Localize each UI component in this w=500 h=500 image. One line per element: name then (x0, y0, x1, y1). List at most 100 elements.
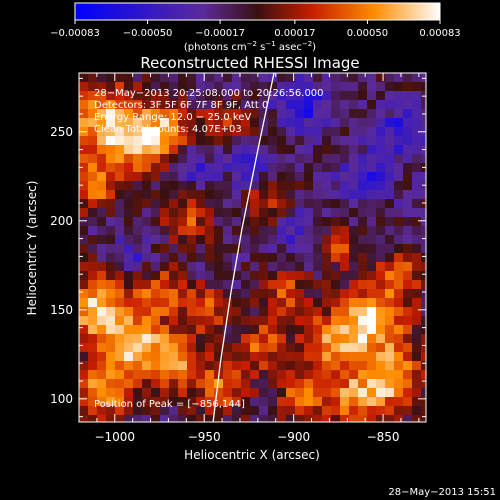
heatmap-pixel (106, 352, 116, 362)
heatmap-pixel (232, 172, 242, 182)
heatmap-pixel (232, 73, 242, 83)
heatmap-pixel (412, 217, 422, 227)
heatmap-pixel (250, 172, 260, 182)
heatmap-pixel (421, 307, 426, 317)
heatmap-pixel (286, 100, 296, 110)
heatmap-pixel (250, 388, 260, 398)
heatmap-pixel (223, 109, 233, 119)
heatmap-pixel (205, 208, 215, 218)
heatmap-pixel (331, 226, 341, 236)
heatmap-pixel (277, 361, 287, 371)
heatmap-pixel (295, 91, 305, 101)
heatmap-pixel (295, 262, 305, 272)
heatmap-pixel (205, 361, 215, 371)
heatmap-pixel (205, 235, 215, 245)
heatmap-pixel (142, 181, 152, 191)
heatmap-pixel (115, 352, 125, 362)
observation-info: 28−May−2013 20:25:08.000 to 20:26:56.000… (94, 88, 324, 135)
heatmap-pixel (115, 127, 125, 137)
heatmap-pixel (115, 316, 125, 326)
heatmap-pixel (79, 172, 89, 182)
heatmap-pixel (187, 343, 197, 353)
heatmap-pixel (376, 172, 386, 182)
heatmap-pixel (142, 307, 152, 317)
heatmap-pixel (196, 370, 206, 380)
heatmap-pixel (79, 307, 89, 317)
heatmap-pixel (88, 352, 98, 362)
heatmap-pixel (421, 343, 426, 353)
heatmap-pixel (394, 217, 404, 227)
heatmap-pixel (277, 73, 287, 83)
heatmap-pixel (412, 208, 422, 218)
heatmap-pixel (358, 271, 368, 281)
heatmap-pixel (358, 73, 368, 83)
heatmap-pixel (241, 289, 251, 299)
heatmap-pixel (196, 208, 206, 218)
heatmap-pixel (250, 235, 260, 245)
heatmap-pixel (277, 226, 287, 236)
heatmap-pixel (160, 289, 170, 299)
heatmap-pixel (331, 127, 341, 137)
heatmap-pixel (133, 298, 143, 308)
heatmap-pixel (421, 253, 426, 263)
heatmap-pixel (376, 415, 386, 422)
heatmap-pixel (250, 127, 260, 137)
heatmap-pixel (367, 343, 377, 353)
heatmap-pixel (295, 253, 305, 263)
heatmap-pixel (178, 352, 188, 362)
heatmap-pixel (169, 244, 179, 254)
heatmap-pixel (151, 325, 161, 335)
heatmap-pixel (106, 280, 116, 290)
heatmap-pixel (97, 109, 107, 119)
heatmap-pixel (277, 307, 287, 317)
colorbar-ticks: −0.00083 −0.00050 −0.00017 0.00017 0.00050 0.… (50, 20, 461, 39)
heatmap-pixel (259, 91, 269, 101)
heatmap-pixel (133, 271, 143, 281)
heatmap-pixel (331, 163, 341, 173)
heatmap-pixel (250, 361, 260, 371)
heatmap-pixel (106, 100, 116, 110)
heatmap-pixel (187, 352, 197, 362)
heatmap-pixel (106, 73, 116, 83)
heatmap-pixel (133, 235, 143, 245)
heatmap-pixel (79, 226, 89, 236)
heatmap-pixel (187, 361, 197, 371)
heatmap-pixel (79, 280, 89, 290)
heatmap-pixel (313, 343, 323, 353)
heatmap-pixel (133, 91, 143, 101)
heatmap-pixel (205, 145, 215, 155)
heatmap-pixel (196, 235, 206, 245)
heatmap-pixel (304, 280, 314, 290)
heatmap-pixel (277, 370, 287, 380)
colorbar-tick-label: 0.00050 (347, 28, 388, 39)
heatmap-pixel (403, 172, 413, 182)
heatmap-pixel (160, 334, 170, 344)
heatmap-pixel (304, 100, 314, 110)
heatmap-pixel (322, 226, 332, 236)
heatmap-pixel (142, 325, 152, 335)
heatmap-pixel (223, 190, 233, 200)
heatmap-pixel (331, 235, 341, 245)
heatmap-pixel (88, 370, 98, 380)
heatmap-pixel (403, 154, 413, 164)
heatmap-pixel (412, 298, 422, 308)
heatmap-pixel (403, 289, 413, 299)
heatmap-pixel (223, 118, 233, 128)
heatmap-pixel (214, 280, 224, 290)
heatmap-pixel (124, 190, 134, 200)
heatmap-pixel (421, 217, 426, 227)
heatmap-pixel (349, 253, 359, 263)
heatmap-pixel (394, 325, 404, 335)
heatmap-pixel (349, 226, 359, 236)
heatmap-pixel (88, 181, 98, 191)
heatmap-pixel (187, 379, 197, 389)
heatmap-pixel (394, 415, 404, 422)
heatmap-pixel (88, 235, 98, 245)
heatmap-pixel (151, 172, 161, 182)
heatmap-pixel (106, 298, 116, 308)
heatmap-pixel (331, 352, 341, 362)
heatmap-pixel (412, 145, 422, 155)
heatmap-pixel (340, 280, 350, 290)
heatmap-pixel (286, 406, 296, 416)
heatmap-pixel (376, 235, 386, 245)
